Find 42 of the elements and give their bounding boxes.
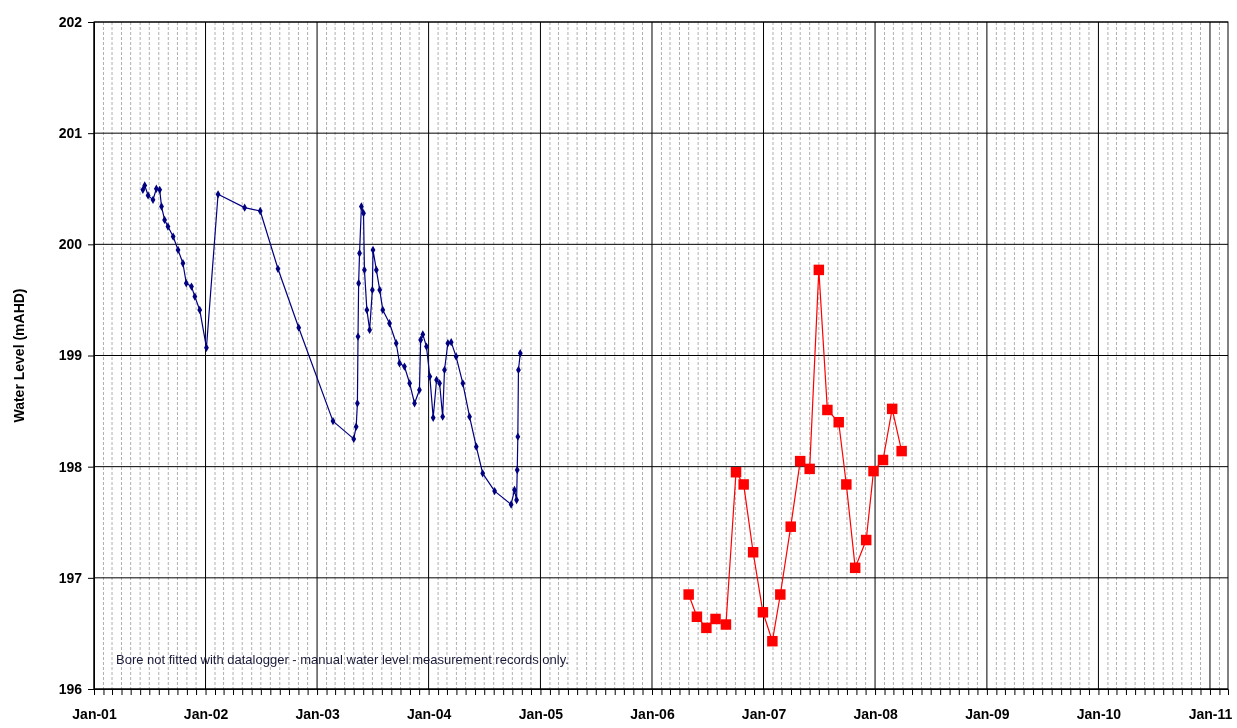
point [868, 465, 879, 477]
y-tick-label: 200 [58, 236, 83, 253]
y-axis-title: Water Level (mAHD) [11, 288, 27, 423]
point [804, 463, 815, 475]
y-tick-label: 201 [58, 125, 83, 142]
point [710, 613, 721, 625]
x-tick-label: Jan-09 [965, 705, 1010, 722]
x-tick-label: Jan-02 [183, 705, 229, 722]
y-tick-label: 198 [58, 458, 83, 475]
point [785, 521, 796, 532]
point [720, 619, 732, 630]
point [701, 622, 712, 634]
y-tick-label: 197 [58, 569, 83, 586]
point [775, 589, 786, 600]
x-tick-label: Jan-01 [72, 705, 117, 722]
x-tick-label: Jan-07 [741, 705, 787, 722]
x-tick-label: Jan-10 [1076, 705, 1122, 722]
x-tick-label: Jan-11 [1188, 705, 1233, 722]
y-tick-label: 202 [58, 13, 83, 30]
point [886, 403, 898, 415]
point [747, 547, 759, 558]
point [691, 611, 703, 622]
x-tick-label: Jan-06 [630, 705, 675, 722]
x-tick-label: Jan-05 [518, 705, 564, 722]
point [849, 562, 861, 574]
y-tick-label: 196 [58, 680, 83, 697]
point [730, 466, 742, 478]
point [833, 416, 844, 428]
point [738, 479, 749, 490]
point [757, 607, 769, 618]
x-tick-label: Jan-03 [295, 705, 340, 722]
point [860, 534, 872, 546]
y-tick-label: 199 [58, 347, 83, 364]
point [813, 264, 825, 276]
point [841, 479, 852, 490]
point [683, 589, 694, 600]
x-tick-label: Jan-08 [853, 705, 898, 722]
point [767, 635, 778, 647]
point [822, 404, 833, 416]
point [896, 445, 907, 457]
point [877, 454, 889, 466]
x-tick-label: Jan-04 [406, 705, 452, 722]
